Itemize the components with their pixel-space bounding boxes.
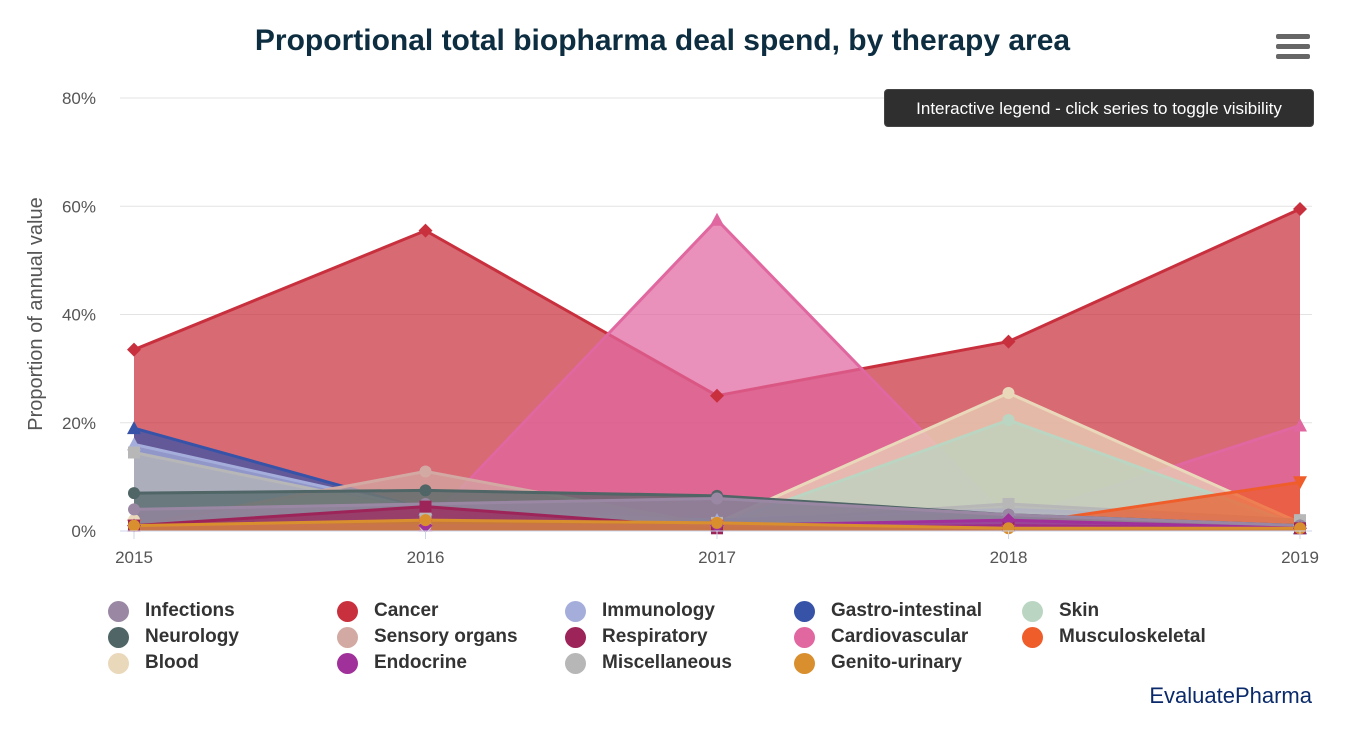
point-genito-urinary[interactable] <box>128 519 140 532</box>
point-genito-urinary[interactable] <box>419 514 432 527</box>
legend-label: Respiratory <box>602 626 708 647</box>
point-cancer[interactable] <box>418 223 433 238</box>
point-genito-urinary[interactable] <box>711 516 723 529</box>
chart-title: Proportional total biopharma deal spend,… <box>254 24 1071 57</box>
axes: 0% 20% 40% 60% 80% 2015 2016 2017 2018 2019 Propor… <box>25 89 1319 567</box>
legend-label: Infections <box>145 600 235 621</box>
legend-tooltip: Interactive legend - click series to tog… <box>884 89 1314 127</box>
hamburger-menu-icon[interactable] <box>1276 34 1310 64</box>
legend-dot-icon <box>794 601 815 622</box>
menu-bar <box>1276 44 1310 49</box>
source-credit: EvaluatePharma <box>1149 683 1312 708</box>
legend-dot-icon <box>108 601 129 622</box>
x-tick-label: 2018 <box>990 548 1028 567</box>
point-cancer[interactable] <box>1001 334 1016 349</box>
point-infections[interactable] <box>711 492 723 505</box>
legend-label: Cancer <box>374 600 439 621</box>
legend-label: Sensory organs <box>374 626 518 647</box>
legend-dot-icon <box>565 653 586 674</box>
legend-label: Neurology <box>145 626 239 647</box>
legend-dot-icon <box>1022 601 1043 622</box>
point-miscellaneous[interactable] <box>128 446 140 459</box>
y-tick-label: 40% <box>62 306 96 325</box>
legend-dot-icon <box>794 653 815 674</box>
area-cardiovascular[interactable] <box>134 219 1300 531</box>
legend-label: Cardiovascular <box>831 626 969 647</box>
point-cardiovascular[interactable] <box>1293 418 1307 432</box>
legend-dot-icon <box>794 627 815 648</box>
legend-label: Gastro-intestinal <box>831 600 982 621</box>
y-tick-label: 80% <box>62 89 96 108</box>
point-blood[interactable] <box>1002 386 1015 399</box>
series-markers <box>127 201 1307 536</box>
legend-label: Immunology <box>602 600 715 621</box>
legend-dot-icon <box>565 601 586 622</box>
point-gastro-intestinal[interactable] <box>127 421 141 435</box>
point-cancer[interactable] <box>127 342 141 357</box>
y-tick-label: 60% <box>62 197 96 216</box>
legend-label: Skin <box>1059 600 1100 621</box>
point-miscellaneous[interactable] <box>1002 497 1015 510</box>
point-respiratory[interactable] <box>419 500 432 513</box>
y-tick-label: 20% <box>62 414 96 433</box>
x-tick-label: 2016 <box>407 548 445 567</box>
point-cancer[interactable] <box>710 388 724 403</box>
legend-label: Musculoskeletal <box>1059 626 1206 647</box>
legend-dot-icon <box>108 653 129 674</box>
point-neurology[interactable] <box>419 484 432 497</box>
menu-bar <box>1276 54 1310 59</box>
legend-dot-icon <box>565 627 586 648</box>
point-skin[interactable] <box>1002 414 1015 427</box>
x-tick-label: 2017 <box>698 548 736 567</box>
legend-dot-icon <box>108 627 129 648</box>
y-axis-label: Proportion of annual value <box>25 197 47 431</box>
legend-dot-icon <box>337 627 358 648</box>
x-tick-label: 2015 <box>115 548 153 567</box>
point-neurology[interactable] <box>128 487 140 500</box>
legend-label: Endocrine <box>374 652 467 673</box>
legend-label: Genito-urinary <box>831 652 962 673</box>
legend-dot-icon <box>337 653 358 674</box>
menu-bar <box>1276 34 1310 39</box>
point-musculoskeletal[interactable] <box>1293 476 1307 490</box>
series-areas <box>133 207 1301 532</box>
legend-label: Miscellaneous <box>602 652 732 673</box>
point-cardiovascular[interactable] <box>710 212 724 226</box>
point-cancer[interactable] <box>1293 201 1307 216</box>
legend-dot-icon <box>1022 627 1043 648</box>
x-tick-label: 2019 <box>1281 548 1319 567</box>
point-sensory-organs[interactable] <box>419 465 432 478</box>
legend-label: Blood <box>145 652 199 673</box>
legend-dot-icon <box>337 601 358 622</box>
y-tick-label: 0% <box>71 522 96 541</box>
point-infections[interactable] <box>128 503 140 516</box>
